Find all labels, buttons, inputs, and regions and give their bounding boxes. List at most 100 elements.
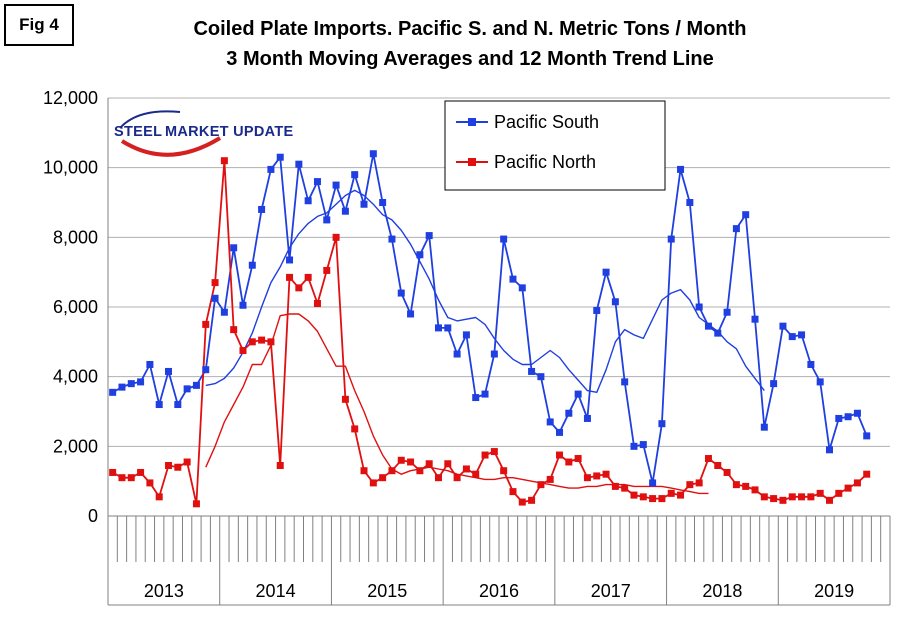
data-point-south xyxy=(276,153,284,161)
axes: 0 2,000 4,000 6,000 8,000 10,000 12,000 2013 201… xyxy=(43,88,891,606)
logo-word-steel: STEEL xyxy=(114,124,162,140)
data-point-north xyxy=(155,493,163,501)
y-tick-label: 6,000 xyxy=(53,297,98,317)
figure-label: Fig 4 xyxy=(4,4,74,46)
data-point-south xyxy=(109,388,117,396)
data-point-south xyxy=(835,414,843,422)
data-point-north xyxy=(583,474,591,482)
data-point-south xyxy=(853,409,861,417)
data-point-south xyxy=(146,360,154,368)
data-point-south xyxy=(779,322,787,330)
year-label: 2015 xyxy=(367,581,407,601)
data-point-south xyxy=(127,380,135,388)
data-point-south xyxy=(677,165,685,173)
data-point-north xyxy=(202,320,210,328)
data-point-south xyxy=(407,310,415,318)
series-line-north xyxy=(112,159,868,505)
data-point-south xyxy=(611,298,619,306)
data-point-south xyxy=(742,211,750,219)
data-point-south xyxy=(183,385,191,393)
y-tick-label: 2,000 xyxy=(53,436,98,456)
data-point-north xyxy=(556,451,564,459)
data-point-north xyxy=(798,493,806,501)
data-point-south xyxy=(462,331,470,339)
data-point-north xyxy=(332,233,340,241)
data-point-north xyxy=(146,479,154,487)
data-point-south xyxy=(537,373,545,381)
data-point-north xyxy=(649,495,657,503)
legend-box xyxy=(444,100,666,191)
data-point-north xyxy=(165,461,173,469)
data-point-north xyxy=(258,336,266,344)
data-point-north xyxy=(248,338,256,346)
year-label: 2019 xyxy=(814,581,854,601)
data-point-south xyxy=(704,322,712,330)
data-point-north xyxy=(109,468,117,476)
data-point-south xyxy=(174,401,182,409)
data-point-north xyxy=(621,484,629,492)
data-point-north xyxy=(528,496,536,504)
data-point-south xyxy=(332,181,340,189)
data-point-north xyxy=(593,472,601,480)
data-point-north xyxy=(695,479,703,487)
data-point-north xyxy=(379,474,387,482)
data-point-south xyxy=(565,409,573,417)
data-point-south xyxy=(667,235,675,243)
data-point-north xyxy=(183,458,191,466)
logo-word-market-update: MARKET UPDATE xyxy=(165,124,294,140)
year-label: 2013 xyxy=(144,581,184,601)
data-point-south xyxy=(556,428,564,436)
data-point-south xyxy=(695,303,703,311)
trend-line-south xyxy=(205,189,765,393)
data-point-south xyxy=(286,256,294,264)
chart-title: Coiled Plate Imports. Pacific S. and N. … xyxy=(90,14,850,74)
data-point-south xyxy=(239,301,247,309)
data-point-south xyxy=(490,350,498,358)
data-point-north xyxy=(500,467,508,475)
data-point-south xyxy=(798,331,806,339)
data-point-north xyxy=(686,481,694,489)
data-point-north xyxy=(295,284,303,292)
data-point-south xyxy=(649,479,657,487)
data-point-south xyxy=(788,333,796,341)
data-point-south xyxy=(230,244,238,252)
data-point-south xyxy=(388,235,396,243)
data-point-south xyxy=(220,308,228,316)
data-point-north xyxy=(565,458,573,466)
data-point-north xyxy=(853,479,861,487)
data-point-north xyxy=(760,493,768,501)
data-point-south xyxy=(546,418,554,426)
data-point-south xyxy=(434,324,442,332)
data-point-north xyxy=(313,300,321,308)
data-point-south xyxy=(267,165,275,173)
data-point-south xyxy=(202,366,210,374)
data-point-south xyxy=(258,205,266,213)
data-point-south xyxy=(583,414,591,422)
data-point-south xyxy=(714,329,722,337)
data-point-south xyxy=(444,324,452,332)
data-point-south xyxy=(453,350,461,358)
series-lines xyxy=(112,152,868,505)
data-point-north xyxy=(732,481,740,489)
data-point-south xyxy=(351,171,359,179)
data-point-north xyxy=(462,465,470,473)
data-point-north xyxy=(751,486,759,494)
steel-market-update-logo: STEEL MARKET UPDATE xyxy=(114,110,294,157)
data-point-south xyxy=(192,381,200,389)
data-point-north xyxy=(472,470,480,478)
data-point-south xyxy=(686,199,694,206)
data-point-south xyxy=(341,207,349,215)
data-point-south xyxy=(639,441,647,449)
data-point-south xyxy=(360,200,368,208)
legend-north-marker xyxy=(468,158,476,166)
year-label: 2017 xyxy=(591,581,631,601)
logo-swoosh-blue xyxy=(119,110,181,129)
data-point-south xyxy=(770,380,778,388)
data-point-south xyxy=(807,360,815,368)
data-point-north xyxy=(137,468,145,476)
data-point-north xyxy=(239,347,247,355)
year-label: 2018 xyxy=(702,581,742,601)
data-point-south xyxy=(509,275,517,283)
data-point-south xyxy=(304,197,312,205)
data-point-north xyxy=(444,460,452,468)
